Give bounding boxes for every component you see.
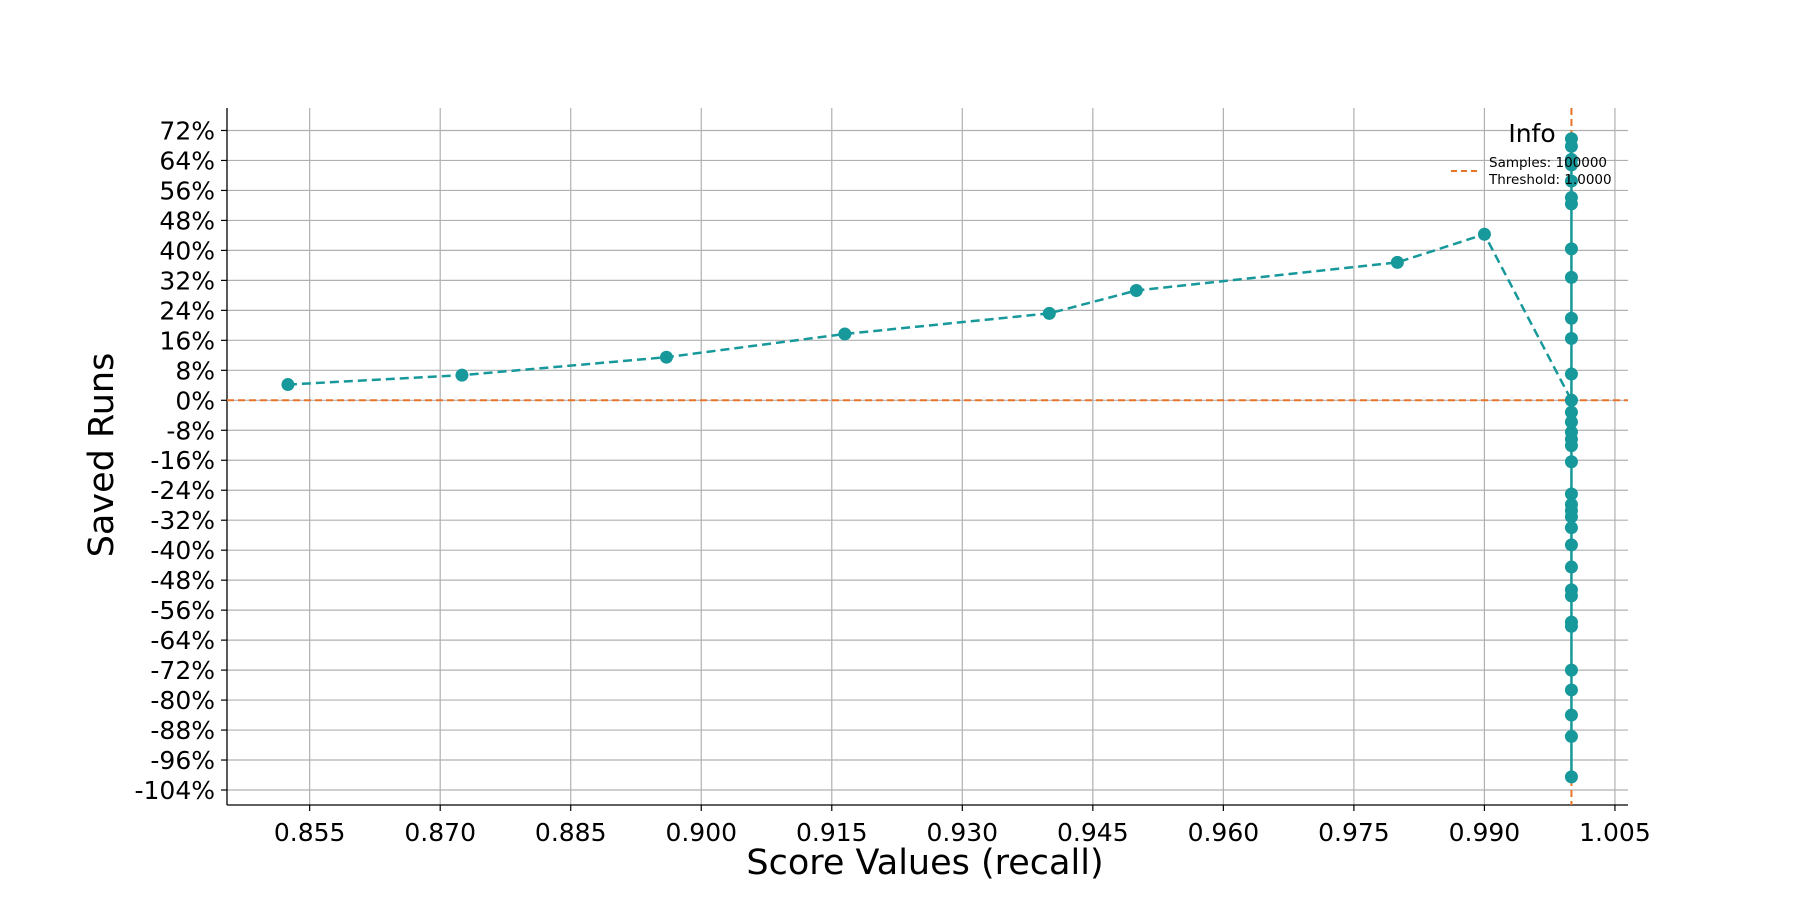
legend-title: Info bbox=[1508, 119, 1555, 148]
series-1-point bbox=[1564, 331, 1578, 345]
series-1-point bbox=[1564, 270, 1578, 284]
series-1-point bbox=[1564, 510, 1578, 524]
y-tick-label: -80% bbox=[150, 686, 215, 715]
series-0-point bbox=[1477, 227, 1491, 241]
y-tick-label: -56% bbox=[150, 596, 215, 625]
series-1-point bbox=[1564, 455, 1578, 469]
series-0-point bbox=[659, 350, 673, 364]
series-1-point bbox=[1564, 415, 1578, 429]
x-tick-label: 0.855 bbox=[274, 818, 346, 847]
series-1-point bbox=[1564, 174, 1578, 188]
series-1-point bbox=[1564, 439, 1578, 453]
y-tick-label: 24% bbox=[159, 296, 215, 325]
legend-entry-samples: Samples: 100000 bbox=[1489, 155, 1607, 171]
x-axis-title: Score Values (recall) bbox=[746, 843, 1103, 883]
y-tick-label: 72% bbox=[159, 116, 215, 145]
series-1-point bbox=[1564, 242, 1578, 256]
series-1-point bbox=[1564, 393, 1578, 407]
series-1-point bbox=[1564, 589, 1578, 603]
series-1-point bbox=[1564, 663, 1578, 677]
y-tick-label: -72% bbox=[150, 656, 215, 685]
x-tick-label: 0.945 bbox=[1057, 818, 1129, 847]
series-1-point bbox=[1564, 560, 1578, 574]
y-tick-label: 48% bbox=[159, 206, 215, 235]
x-tick-label: 0.900 bbox=[665, 818, 737, 847]
series-1-point bbox=[1564, 367, 1578, 381]
series-0-line bbox=[287, 232, 1573, 401]
series-1-point bbox=[1564, 521, 1578, 535]
series-1-point bbox=[1564, 770, 1578, 784]
legend-entry-threshold: Threshold: 1.0000 bbox=[1488, 172, 1612, 188]
series-1-point bbox=[1564, 683, 1578, 697]
y-tick-label: -24% bbox=[150, 476, 215, 505]
series-0-point bbox=[1042, 306, 1056, 320]
series-1-point bbox=[1564, 487, 1578, 501]
x-tick-label: 0.915 bbox=[796, 818, 868, 847]
series-0-point bbox=[1390, 255, 1404, 269]
y-tick-label: -104% bbox=[135, 776, 216, 805]
series-1-point bbox=[1564, 619, 1578, 633]
y-tick-label: -16% bbox=[150, 446, 215, 475]
x-tick-label: 0.885 bbox=[535, 818, 607, 847]
series-0-point bbox=[281, 378, 295, 392]
grid-layer bbox=[227, 108, 1628, 805]
y-tick-label: -40% bbox=[150, 536, 215, 565]
x-tick-label: 0.975 bbox=[1318, 818, 1390, 847]
series-1-point bbox=[1564, 311, 1578, 325]
y-tick-label: -48% bbox=[150, 566, 215, 595]
y-tick-label: 32% bbox=[159, 266, 215, 295]
y-tick-label: 0% bbox=[175, 386, 215, 415]
series-0-point bbox=[455, 368, 469, 382]
series-1-point bbox=[1564, 729, 1578, 743]
series-1-point bbox=[1564, 139, 1578, 153]
y-tick-label: -96% bbox=[150, 746, 215, 775]
y-axis-title: Saved Runs bbox=[82, 353, 122, 558]
y-tick-label: 40% bbox=[159, 236, 215, 265]
x-tick-label: 0.990 bbox=[1449, 818, 1521, 847]
axes-layer bbox=[221, 108, 1628, 811]
series-1-point bbox=[1564, 191, 1578, 205]
series-1-point bbox=[1564, 158, 1578, 172]
x-tick-label: 0.870 bbox=[404, 818, 476, 847]
y-tick-label: -88% bbox=[150, 716, 215, 745]
series-0-point bbox=[1129, 283, 1143, 297]
y-tick-label: -32% bbox=[150, 506, 215, 535]
series-0-point bbox=[838, 327, 852, 341]
y-tick-label: 64% bbox=[159, 146, 215, 175]
x-tick-label: 0.930 bbox=[927, 818, 999, 847]
tick-labels: 0.855 0.870 0.885 0.900 0.915 0.930 0.945 0.960… bbox=[135, 116, 1651, 847]
series-1-point bbox=[1564, 538, 1578, 552]
series-1-point bbox=[1564, 405, 1578, 419]
series-1-point bbox=[1564, 708, 1578, 722]
legend: Info Samples: 100000 Threshold: 1.0000 bbox=[1451, 119, 1612, 188]
y-tick-label: 56% bbox=[159, 176, 215, 205]
y-tick-label: 16% bbox=[159, 326, 215, 355]
x-tick-label: 1.005 bbox=[1579, 818, 1651, 847]
x-tick-label: 0.960 bbox=[1188, 818, 1260, 847]
y-tick-label: 8% bbox=[175, 356, 215, 385]
series-layer bbox=[281, 132, 1578, 784]
y-tick-label: -8% bbox=[166, 416, 215, 445]
y-tick-label: -64% bbox=[150, 626, 215, 655]
